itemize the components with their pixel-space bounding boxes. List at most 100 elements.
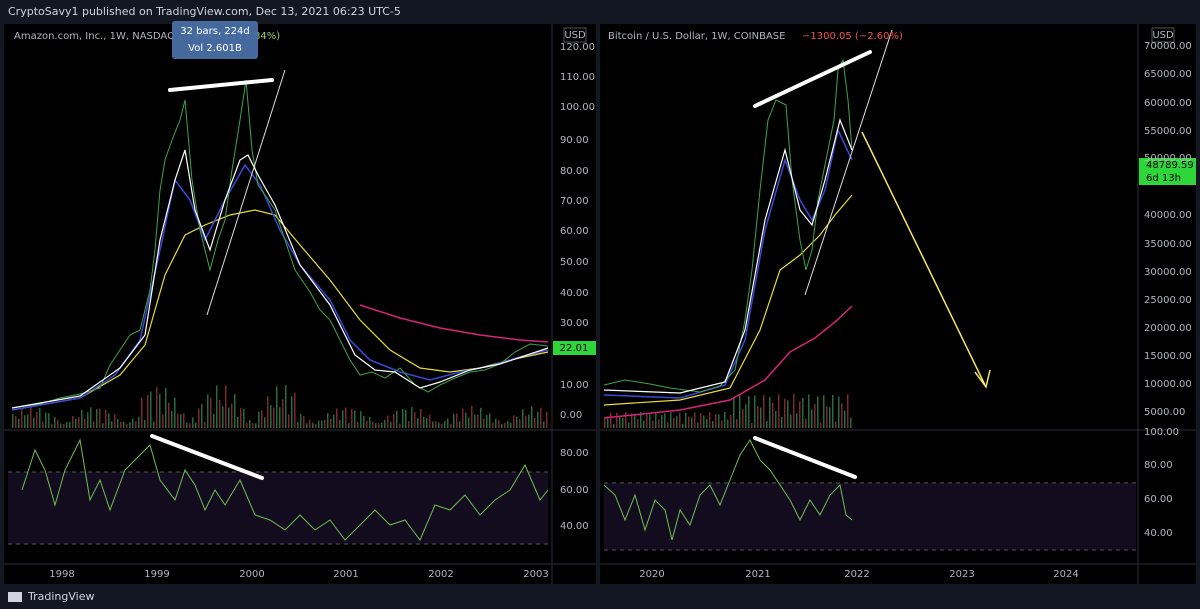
volume-bar [141, 397, 143, 428]
volume-bar [294, 392, 296, 428]
price-label: 100.00 [560, 102, 595, 113]
volume-bar [471, 406, 473, 428]
volume-bar [267, 396, 269, 428]
volume-bar [631, 413, 633, 428]
volume-bar [138, 416, 140, 428]
volume-bar [405, 409, 407, 428]
volume-bar [300, 413, 302, 428]
volume-bar [474, 414, 476, 428]
volume-bar [117, 419, 119, 428]
volume-bar [33, 417, 35, 428]
volume-bar [78, 417, 80, 428]
volume-bar [510, 422, 512, 428]
volume-bar [264, 417, 266, 428]
volume-bar [144, 419, 146, 428]
right-currency: USD [1152, 30, 1174, 41]
volume-bar [318, 420, 320, 428]
price-label: 110.00 [560, 72, 595, 83]
time-label: 1998 [49, 569, 74, 580]
volume-bar [114, 414, 116, 428]
volume-bar [414, 412, 416, 428]
volume-bar [219, 399, 221, 428]
volume-bar [664, 413, 666, 428]
volume-bar [513, 415, 515, 428]
volume-bar [519, 418, 521, 428]
volume-bar [96, 409, 98, 428]
price-label: 10.00 [560, 380, 589, 391]
price-label: 90.00 [560, 135, 589, 146]
price-label: 60.00 [1144, 494, 1173, 505]
volume-bar [84, 418, 86, 428]
volume-bar [838, 396, 840, 428]
volume-bar [751, 422, 753, 428]
volume-bar [102, 423, 104, 428]
volume-bar [249, 420, 251, 428]
volume-bar [54, 417, 56, 428]
volume-bar [150, 391, 152, 428]
volume-bar [640, 412, 642, 428]
ma-blue [11, 163, 549, 411]
volume-bar [42, 421, 44, 428]
volume-bar [45, 412, 47, 428]
volume-bar [408, 421, 410, 428]
volume-bar [393, 413, 395, 428]
volume-bar [396, 410, 398, 428]
volume-bar [700, 413, 702, 428]
volume-bar [258, 411, 260, 428]
volume-bar [210, 397, 212, 428]
volume-bar [450, 423, 452, 428]
volume-bar [772, 402, 774, 428]
countdown: 6d 13h [1146, 173, 1181, 184]
volume-bar [649, 414, 651, 428]
volume-bar [87, 412, 89, 428]
volume-bar [829, 407, 831, 428]
price-label: 70000.00 [1144, 41, 1192, 52]
volume-bar [366, 420, 368, 428]
volume-bar [195, 422, 197, 428]
volume-bar [276, 386, 278, 428]
volume-bar [147, 394, 149, 428]
price-label: 25000.00 [1144, 295, 1192, 306]
volume-bar [793, 394, 795, 428]
volume-bar [198, 408, 200, 428]
ma-yellow [11, 209, 549, 411]
price-label: 60.00 [560, 226, 589, 237]
volume-bar [507, 420, 509, 428]
volume-bar [153, 421, 155, 428]
volume-bar [27, 414, 29, 428]
volume-bar [531, 406, 533, 428]
volume-bar [646, 414, 648, 428]
price-label: 50000.00 [1144, 153, 1192, 164]
price-label: 0.00 [560, 410, 582, 421]
price-label: 30.00 [560, 318, 589, 329]
volume-bar [186, 422, 188, 428]
volume-bar [805, 418, 807, 428]
volume-bar [814, 403, 816, 428]
volume-bar [781, 417, 783, 428]
volume-bar [522, 409, 524, 428]
volume-bar [775, 410, 777, 428]
time-label: 2023 [949, 569, 974, 580]
volume-bar [706, 418, 708, 428]
rsi-levels [8, 471, 1136, 551]
volume-bar [240, 408, 242, 428]
price-tag [553, 341, 596, 355]
volume-bar [105, 409, 107, 428]
volume-bar [447, 418, 449, 428]
volume-bar [498, 420, 500, 428]
volume-bar [754, 395, 756, 428]
volume-bar [619, 416, 621, 428]
volume-bar [673, 417, 675, 428]
volume-bar [60, 423, 62, 428]
volume-bar [222, 406, 224, 428]
volume-bar [847, 394, 849, 428]
volume-bar [270, 405, 272, 428]
volume-bar [757, 405, 759, 428]
price-label: 70.00 [560, 196, 589, 207]
volume-bar [607, 416, 609, 428]
volume-bar [330, 418, 332, 428]
volume-bar [132, 418, 134, 428]
volume-bar [676, 416, 678, 428]
volume-bar [246, 423, 248, 428]
volume-bar [237, 416, 239, 428]
